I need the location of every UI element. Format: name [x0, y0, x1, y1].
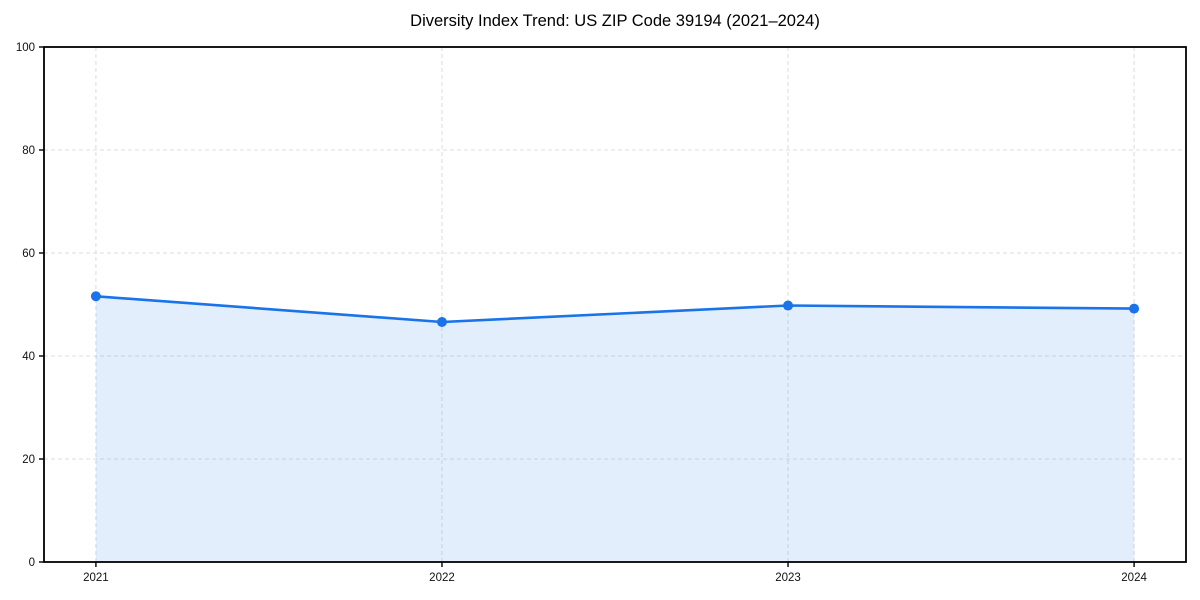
y-tick-label: 0 [29, 557, 35, 569]
x-tick-label: 2024 [1121, 572, 1147, 584]
area-fill [95, 296, 1135, 562]
plot-border [43, 46, 1187, 563]
data-point-marker [436, 317, 447, 328]
data-point-marker [783, 300, 794, 311]
y-tick-label: 20 [22, 454, 35, 466]
x-tick-label: 2022 [429, 572, 455, 584]
x-tick-label: 2021 [83, 572, 109, 584]
y-tick-label: 40 [22, 351, 35, 363]
y-tick-label: 60 [22, 248, 35, 260]
trend-line [94, 295, 1136, 324]
chart-title: Diversity Index Trend: US ZIP Code 39194… [410, 12, 820, 30]
y-tick-label: 100 [16, 42, 35, 54]
x-tick-label: 2023 [775, 572, 801, 584]
data-point-marker [90, 291, 101, 302]
y-tick-label: 80 [22, 145, 35, 157]
data-point-marker [1129, 303, 1140, 314]
